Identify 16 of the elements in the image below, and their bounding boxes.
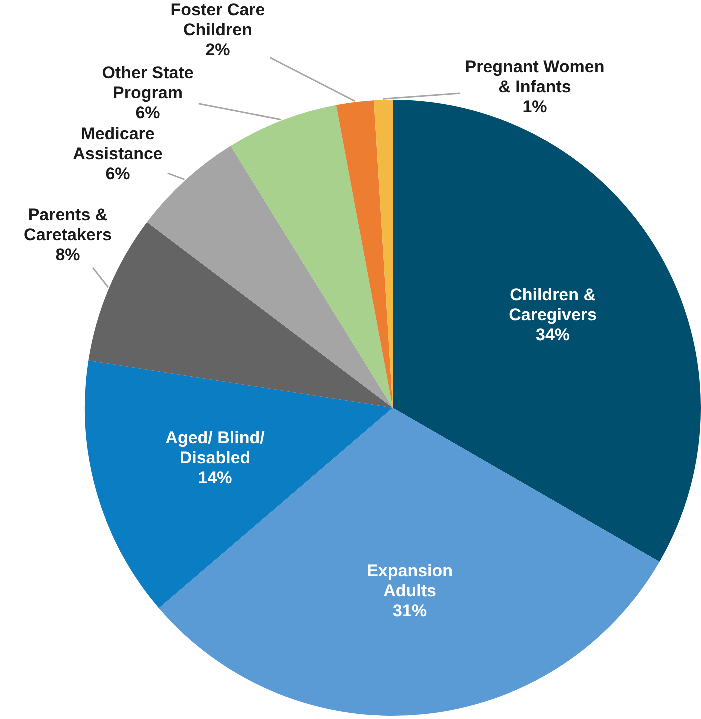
- slice-label: Foster Care Children: [170, 0, 266, 40]
- data-label: 1%: [522, 98, 548, 117]
- data-label: 8%: [56, 246, 80, 265]
- slice-label: Expansion Adults: [367, 562, 454, 601]
- data-label: 31%: [393, 602, 428, 621]
- slice-label: Children & Caregivers: [509, 285, 597, 324]
- slice-label: Parents & Caretakers: [24, 206, 112, 245]
- data-label: 14%: [198, 468, 232, 488]
- data-label: 34%: [536, 325, 570, 344]
- data-label: 6%: [136, 104, 160, 123]
- data-label: 6%: [106, 164, 130, 184]
- slice-label: Pregnant Women & Infants: [465, 58, 605, 97]
- slice-label: Other State Program: [102, 64, 194, 103]
- slice-label: Medicare Assistance: [73, 124, 163, 164]
- data-label: 2%: [206, 40, 230, 60]
- slice-label: Aged/ Blind/ Disabled: [166, 428, 266, 468]
